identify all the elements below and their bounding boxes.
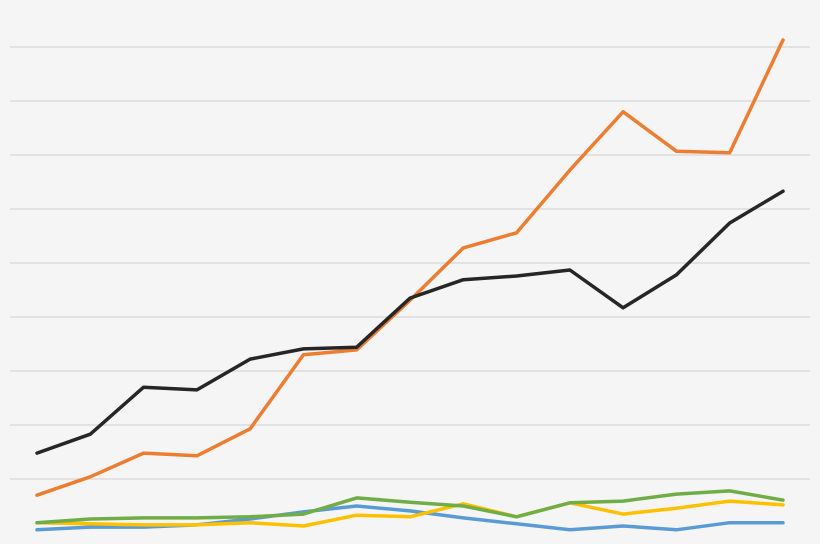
- series-line: [35, 489, 785, 525]
- series-line: [35, 499, 785, 528]
- series-line: [35, 189, 785, 455]
- series-line: [35, 38, 785, 497]
